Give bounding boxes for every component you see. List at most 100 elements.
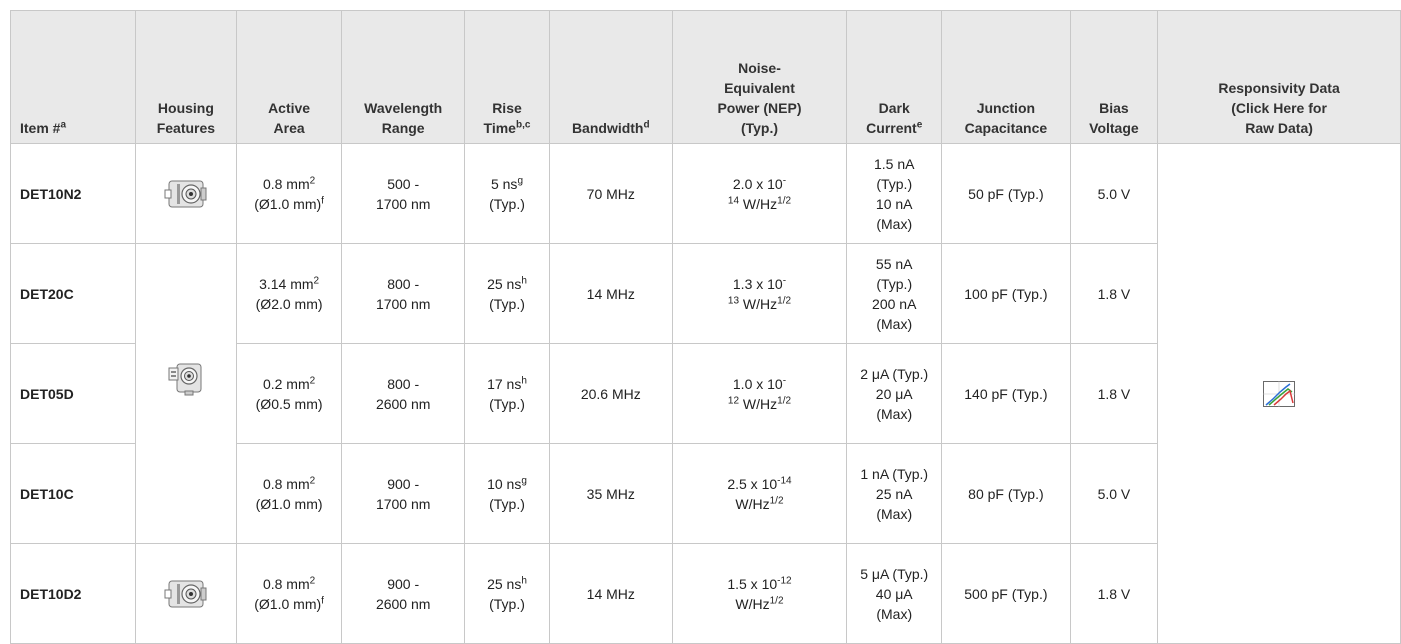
header-row: Item #a Housing Features Active Area Wavel… bbox=[9, 10, 1401, 144]
header-responsivity: Responsivity Data (Click Here for Raw Data… bbox=[1157, 10, 1401, 144]
rise-typ: (Typ.) bbox=[489, 195, 525, 212]
nep-unit-sup: 1/2 bbox=[777, 394, 792, 406]
nep-exp: -12 bbox=[777, 574, 792, 586]
header-bw-text: Bandwidth bbox=[571, 120, 644, 136]
footnote-d: d bbox=[643, 119, 650, 131]
area-value: 0.8 mm bbox=[262, 475, 310, 492]
wl-min: 500 - bbox=[387, 175, 420, 192]
dark-line: 200 nA bbox=[872, 295, 917, 312]
detector-spec-table: Item #a Housing Features Active Area Wavel… bbox=[9, 10, 1401, 644]
wavelength-range: 500 - 1700 nm bbox=[341, 143, 465, 244]
nep-exp: 14 bbox=[727, 194, 740, 206]
item-number[interactable]: DET10N2 bbox=[9, 143, 137, 244]
rise-typ: (Typ.) bbox=[489, 295, 525, 312]
item-number[interactable]: DET10D2 bbox=[9, 543, 137, 644]
junction-capacitance: 140 pF (Typ.) bbox=[941, 343, 1071, 444]
header-area-line1: Active bbox=[268, 100, 311, 116]
table-row: DET10N2 0.8 mm2 (Ø1.0 mm)f 500 - 1700 nm 5… bbox=[9, 143, 1401, 644]
nep-exp: 13 bbox=[727, 294, 740, 306]
area-sup: 2 bbox=[309, 474, 316, 486]
housing-small-icon[interactable] bbox=[163, 178, 209, 210]
footnote-bc: b,c bbox=[515, 119, 531, 131]
wl-max: 2600 nm bbox=[375, 395, 431, 412]
dark-line: (Max) bbox=[876, 215, 913, 232]
footnote-f: f bbox=[321, 194, 324, 206]
nep-mantissa: 2.5 x 10 bbox=[727, 475, 778, 492]
housing-large-icon[interactable] bbox=[167, 362, 205, 396]
nep: 1.5 x 10-12 W/Hz1/2 bbox=[671, 543, 848, 644]
area-sup: 2 bbox=[313, 274, 320, 286]
nep-exp-sign: - bbox=[782, 274, 787, 286]
dark-line: (Typ.) bbox=[876, 275, 913, 292]
responsivity-chart-icon[interactable] bbox=[1263, 380, 1296, 407]
dark-line: (Max) bbox=[876, 605, 913, 622]
area-diameter: (Ø0.5 mm) bbox=[255, 395, 323, 412]
header-cap-line1: Junction bbox=[976, 100, 1036, 116]
header-housing-line1: Housing bbox=[157, 100, 214, 116]
footnote-f: f bbox=[321, 594, 324, 606]
nep-unit: W/Hz bbox=[739, 395, 778, 412]
nep: 2.0 x 10- 14 W/Hz1/2 bbox=[671, 143, 848, 244]
header-nep-line4: (Typ.) bbox=[740, 120, 779, 136]
header-nep-line3: Power (NEP) bbox=[717, 100, 802, 116]
nep: 1.0 x 10- 12 W/Hz1/2 bbox=[671, 343, 848, 444]
dark-current: 1.5 nA (Typ.) 10 nA (Max) bbox=[846, 143, 943, 244]
area-value: 0.8 mm bbox=[262, 175, 310, 192]
header-active-area: Active Area bbox=[235, 10, 343, 144]
header-nep-line1: Noise- bbox=[738, 60, 781, 76]
active-area: 3.14 mm2 (Ø2.0 mm) bbox=[235, 243, 343, 344]
nep-mantissa: 1.0 x 10 bbox=[732, 375, 783, 392]
housing-small-icon[interactable] bbox=[163, 578, 209, 610]
header-dark-line2: Current bbox=[866, 120, 917, 136]
wl-min: 900 - bbox=[387, 575, 420, 592]
area-sup: 2 bbox=[309, 374, 316, 386]
wl-max: 2600 nm bbox=[375, 595, 431, 612]
bandwidth: 14 MHz bbox=[548, 243, 673, 344]
header-bias-line2: Voltage bbox=[1089, 120, 1139, 136]
dark-line: 40 μA bbox=[875, 585, 913, 602]
header-rise-time: Rise Timeb,c bbox=[464, 10, 550, 144]
wl-max: 1700 nm bbox=[375, 195, 431, 212]
rise-time: 25 nsh (Typ.) bbox=[464, 543, 550, 644]
header-dark-current: Dark Currente bbox=[846, 10, 943, 144]
wl-min: 900 - bbox=[387, 475, 420, 492]
active-area: 0.8 mm2 (Ø1.0 mm)f bbox=[235, 543, 343, 644]
housing-cell bbox=[135, 543, 237, 644]
junction-capacitance: 500 pF (Typ.) bbox=[941, 543, 1071, 644]
table-row: DET20C 3.14 mm2 (Ø2.0 mm) 800 -1700 nm 25… bbox=[9, 243, 1401, 544]
item-number[interactable]: DET20C bbox=[9, 243, 137, 344]
active-area: 0.8 mm2 (Ø1.0 mm)f bbox=[235, 143, 343, 244]
wl-min: 800 - bbox=[387, 375, 420, 392]
wl-min: 800 - bbox=[387, 275, 420, 292]
header-rise-line2: Time bbox=[483, 120, 516, 136]
header-resp-line2: (Click Here for bbox=[1231, 100, 1327, 116]
header-item-text: Item # bbox=[20, 120, 61, 136]
nep: 1.3 x 10- 13 W/Hz1/2 bbox=[671, 243, 848, 344]
header-area-line2: Area bbox=[273, 120, 305, 136]
nep-unit: W/Hz bbox=[735, 495, 770, 512]
header-bias-line1: Bias bbox=[1099, 100, 1129, 116]
rise-value: 10 ns bbox=[487, 475, 522, 492]
bandwidth: 20.6 MHz bbox=[548, 343, 673, 444]
nep-unit: W/Hz bbox=[735, 595, 770, 612]
wavelength-range: 800 - 2600 nm bbox=[341, 343, 465, 444]
wavelength-range: 800 - 1700 nm bbox=[341, 243, 465, 344]
dark-line: (Max) bbox=[876, 315, 913, 332]
rise-time: 10 nsg (Typ.) bbox=[464, 443, 550, 544]
item-number[interactable]: DET10C bbox=[9, 443, 137, 544]
item-number[interactable]: DET05D bbox=[9, 343, 137, 444]
table-row: DET10C 0.8 mm2 (Ø1.0 mm) 900 - 1700 nm 10 … bbox=[9, 443, 1401, 544]
area-sup: 2 bbox=[309, 574, 316, 586]
header-wl-line1: Wavelength bbox=[364, 100, 443, 116]
header-resp-line1: Responsivity Data bbox=[1218, 80, 1340, 96]
rise-time: 17 nsh (Typ.) bbox=[464, 343, 550, 444]
area-diameter: (Ø2.0 mm) bbox=[255, 295, 323, 312]
dark-line: 2 μA (Typ.) bbox=[860, 365, 929, 382]
nep-unit: W/Hz bbox=[739, 195, 778, 212]
table-row: DET10D2 0.8 mm2 (Ø1.0 mm)f 900 - 2600 nm 2… bbox=[9, 543, 1401, 644]
wl-max: 1700 nm bbox=[375, 295, 431, 312]
bias-voltage: 1.8 V bbox=[1069, 243, 1159, 344]
nep-unit-sup: 1/2 bbox=[769, 594, 784, 606]
dark-current: 2 μA (Typ.) 20 μA (Max) bbox=[846, 343, 943, 444]
area-sup: 2 bbox=[309, 174, 316, 186]
